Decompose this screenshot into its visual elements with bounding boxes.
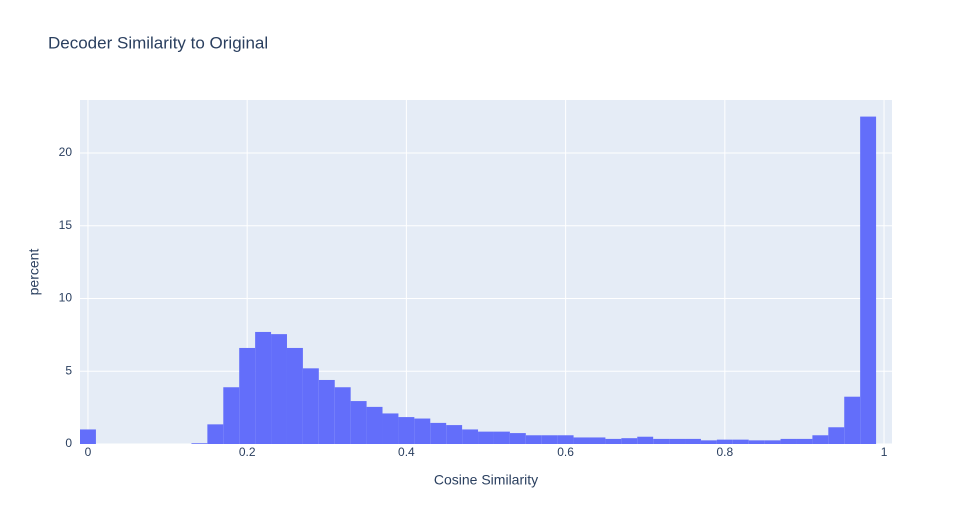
bar bbox=[860, 116, 877, 444]
y-tick-label: 0 bbox=[65, 436, 72, 450]
bar bbox=[366, 406, 383, 444]
x-tick-label: 0.6 bbox=[557, 445, 574, 459]
bar bbox=[207, 424, 224, 444]
bar bbox=[223, 387, 240, 444]
bar bbox=[716, 439, 733, 444]
bar bbox=[541, 435, 558, 444]
bar bbox=[812, 435, 829, 444]
bar bbox=[239, 347, 256, 444]
bar bbox=[796, 438, 813, 444]
bar bbox=[509, 433, 526, 444]
bar bbox=[350, 401, 367, 444]
y-tick-label: 20 bbox=[59, 145, 73, 159]
bar bbox=[732, 439, 749, 444]
y-axis-title: percent bbox=[26, 249, 42, 296]
bar bbox=[430, 422, 447, 444]
x-tick-label: 0.8 bbox=[716, 445, 733, 459]
bar bbox=[525, 435, 542, 444]
bar bbox=[414, 418, 431, 444]
bar bbox=[653, 438, 670, 444]
bar bbox=[271, 334, 287, 444]
bar bbox=[637, 436, 654, 444]
bar bbox=[493, 431, 510, 444]
bar bbox=[446, 425, 463, 444]
bar bbox=[80, 429, 96, 444]
bar bbox=[828, 427, 845, 444]
x-tick-label: 0 bbox=[85, 445, 92, 459]
bar bbox=[318, 379, 335, 444]
bar bbox=[844, 396, 861, 444]
bar bbox=[685, 438, 701, 444]
chart-title: Decoder Similarity to Original bbox=[48, 33, 268, 52]
bar bbox=[780, 438, 797, 444]
bar bbox=[748, 440, 765, 444]
bar bbox=[334, 387, 351, 444]
bar bbox=[462, 429, 479, 444]
bar bbox=[669, 438, 686, 444]
bar bbox=[478, 431, 494, 444]
x-tick-label: 1 bbox=[881, 445, 888, 459]
plot-area bbox=[80, 100, 892, 444]
bar bbox=[700, 440, 717, 444]
bar bbox=[398, 417, 415, 444]
y-tick-label: 5 bbox=[65, 363, 72, 377]
bar bbox=[382, 413, 399, 444]
bar bbox=[764, 440, 781, 444]
bar bbox=[286, 347, 303, 444]
bar bbox=[573, 437, 590, 444]
y-tick-label: 15 bbox=[59, 218, 73, 232]
bar bbox=[302, 368, 319, 444]
bar bbox=[589, 437, 606, 444]
bar bbox=[191, 443, 208, 444]
x-tick-label: 0.4 bbox=[398, 445, 415, 459]
bar bbox=[621, 438, 638, 444]
x-tick-label: 0.2 bbox=[239, 445, 256, 459]
bar bbox=[557, 435, 574, 444]
bar bbox=[255, 331, 272, 444]
x-axis-title: Cosine Similarity bbox=[434, 472, 538, 488]
bar bbox=[605, 438, 622, 444]
y-tick-label: 10 bbox=[59, 291, 73, 305]
